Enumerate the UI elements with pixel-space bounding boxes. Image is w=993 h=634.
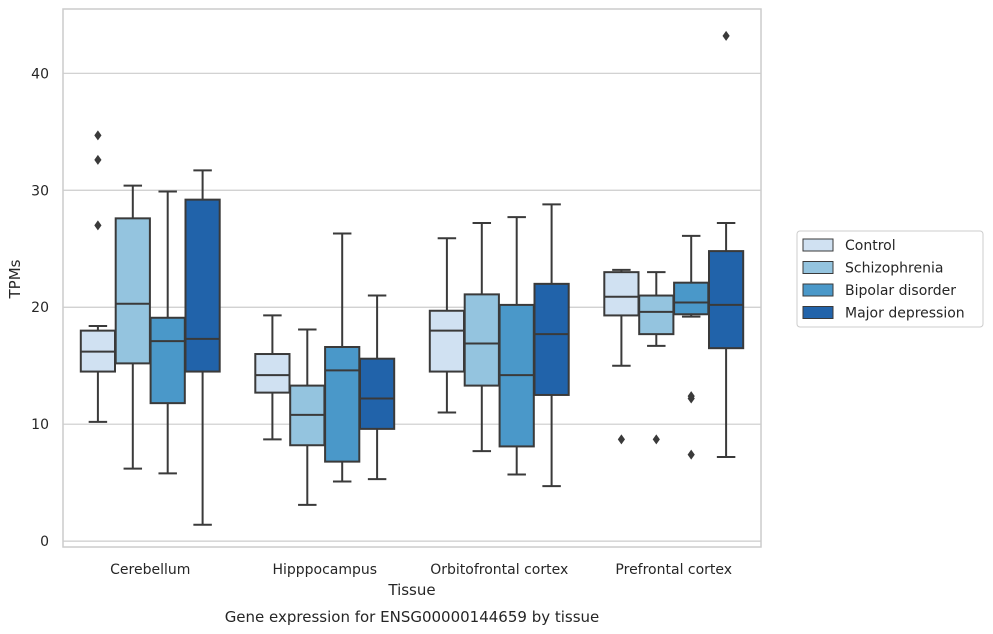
outlier-point: [687, 449, 695, 460]
box-group: [463, 222, 500, 453]
box: [673, 281, 710, 316]
box-group: [498, 216, 535, 476]
box-group: [428, 237, 466, 414]
chart-caption: Gene expression for ENSG00000144659 by t…: [225, 608, 600, 626]
legend: Control Schizophrenia Bipolar disorder Majo…: [796, 230, 984, 328]
box: [149, 316, 186, 405]
x-tick-label: Cerebellum: [110, 562, 190, 578]
y-tick-label: 40: [31, 66, 49, 82]
x-axis-label: Tissue: [387, 581, 435, 599]
legend-label: Schizophrenia: [845, 261, 943, 277]
outlier-point: [687, 391, 695, 402]
box-group: [638, 271, 675, 445]
y-tick-label: 0: [40, 534, 49, 550]
box-group: [707, 30, 745, 458]
outlier-point: [94, 154, 102, 165]
legend-label: Control: [845, 238, 896, 254]
legend-label: Major depression: [845, 306, 965, 322]
plot-frame: [62, 8, 762, 548]
box-group: [289, 328, 326, 506]
box: [533, 282, 570, 396]
box: [638, 294, 675, 336]
y-axis-label: TPMs: [6, 259, 24, 299]
y-axis: 0 10 20 30 40: [31, 66, 49, 550]
outlier-point: [652, 434, 660, 445]
x-tick-label: Orbitofrontal cortex: [430, 562, 568, 578]
box-group: [533, 203, 570, 488]
box-group: [324, 232, 361, 483]
outlier-point: [617, 434, 625, 445]
box-group: [79, 130, 117, 423]
box: [184, 198, 221, 373]
box: [324, 346, 361, 463]
box-group: [184, 169, 221, 526]
x-axis: Cerebellum Hipppocampus Orbitofrontal cort…: [110, 562, 732, 578]
outlier-point: [94, 130, 102, 141]
box: [463, 293, 500, 387]
box: [603, 271, 640, 317]
box: [707, 250, 745, 350]
x-tick-label: Hipppocampus: [272, 562, 377, 578]
boxes: [79, 30, 745, 526]
legend-swatch: [802, 306, 834, 319]
gridlines: [63, 72, 761, 542]
y-tick-label: 10: [31, 417, 49, 433]
box-group: [358, 294, 396, 481]
legend-swatch: [802, 261, 834, 274]
box-group: [149, 190, 186, 475]
box: [114, 217, 151, 365]
x-tick-label: Prefrontal cortex: [615, 562, 732, 578]
outlier-point: [94, 220, 102, 231]
box: [428, 309, 466, 373]
box: [358, 357, 396, 430]
box-group: [114, 184, 151, 470]
box: [254, 353, 291, 394]
legend-swatch: [802, 283, 834, 297]
box-group: [673, 234, 710, 460]
outlier-point: [722, 30, 730, 41]
legend-frame: [796, 230, 984, 328]
y-tick-label: 20: [31, 300, 49, 316]
legend-swatch: [802, 238, 834, 252]
box-group: [603, 268, 640, 445]
legend-label: Bipolar disorder: [845, 283, 956, 299]
y-tick-label: 30: [31, 183, 49, 199]
box-group: [254, 314, 291, 441]
